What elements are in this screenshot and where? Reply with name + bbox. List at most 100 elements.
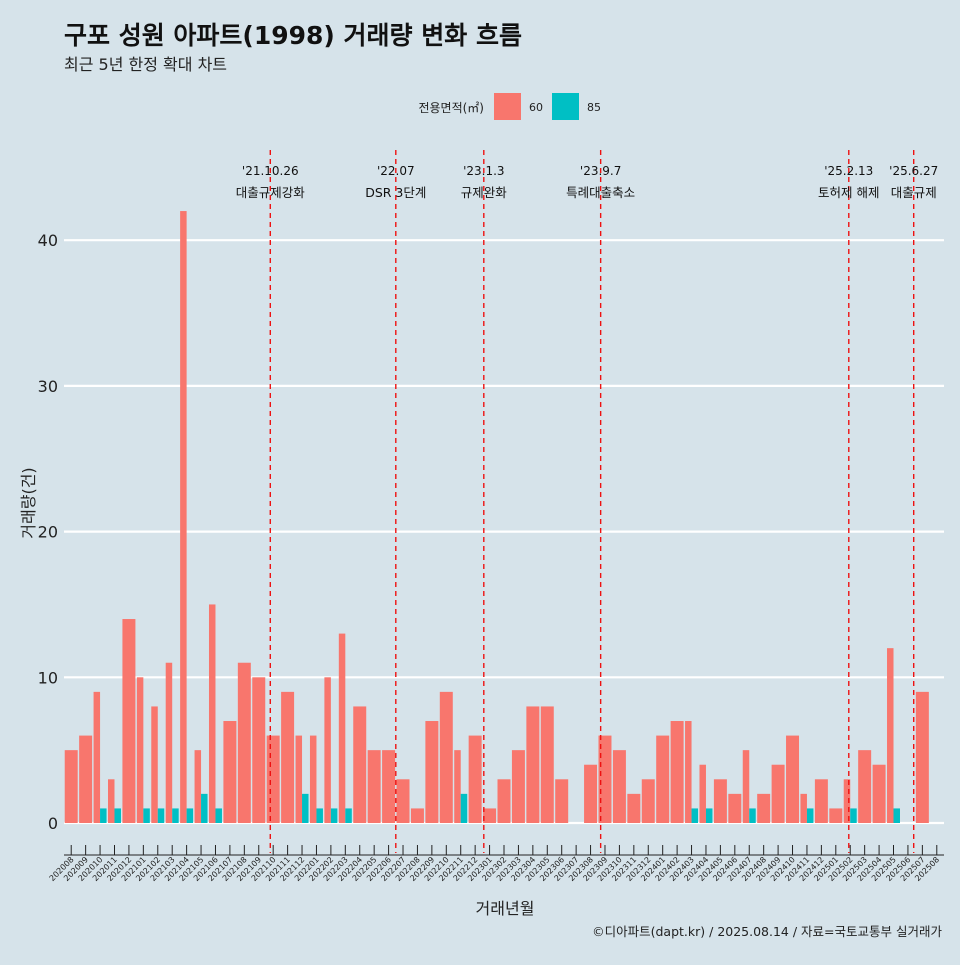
bar-60-202401 — [656, 735, 670, 823]
bar-60-202209 — [425, 721, 439, 823]
bar-60-202504 — [872, 764, 886, 823]
event-date-1: '22.07 — [377, 164, 415, 178]
bar-60-202010 — [93, 691, 101, 823]
bar-60-202206 — [382, 750, 396, 823]
bar-85-202505 — [893, 808, 900, 823]
legend-title: 전용면적(㎡) — [418, 101, 484, 115]
bar-60-202312 — [641, 779, 655, 823]
y-tick-label-30: 30 — [38, 377, 58, 396]
y-tick-label-0: 0 — [48, 814, 58, 833]
bar-60-202110 — [266, 735, 280, 823]
bar-60-202411 — [800, 793, 807, 823]
bar-60-202112 — [295, 735, 303, 823]
bar-60-202204 — [353, 706, 367, 823]
bar-60-202407 — [742, 750, 750, 823]
bar-85-202104 — [186, 808, 194, 823]
bars — [64, 211, 929, 823]
event-markers: '21.10.26 대출규제강화 '22.07 DSR 3단계 '23.1.3 규제완화 '… — [236, 150, 938, 853]
bar-85-202106 — [215, 808, 222, 823]
x-axis-title: 거래년월 — [476, 899, 535, 918]
bar-60-202211 — [454, 750, 461, 823]
bar-60-202202 — [324, 677, 331, 823]
bar-85-202105 — [201, 793, 208, 823]
bar-60-202309 — [598, 735, 612, 823]
bar-85-202411 — [806, 808, 814, 823]
bar-60-202304 — [526, 706, 540, 823]
event-date-2: '23.1.3 — [463, 164, 504, 178]
bar-60-202205 — [367, 750, 381, 823]
bar-60-202212 — [468, 735, 482, 823]
bar-85-202201 — [316, 808, 323, 823]
y-tick-label-20: 20 — [38, 523, 58, 542]
bar-60-202409 — [771, 764, 785, 823]
event-date-0: '21.10.26 — [242, 164, 299, 178]
bar-85-202211 — [460, 793, 468, 823]
bar-85-202502 — [850, 808, 857, 823]
event-label-3: 특례대출축소 — [566, 185, 635, 200]
bar-60-202104 — [180, 211, 187, 823]
bar-60-202410 — [786, 735, 800, 823]
bar-60-202106 — [208, 604, 216, 823]
legend-label-60: 60 — [529, 101, 543, 114]
bar-60-202507 — [915, 691, 929, 823]
event-label-4: 토허제 해제 — [818, 185, 879, 200]
bar-60-202306 — [555, 779, 569, 823]
bar-85-202010 — [100, 808, 107, 823]
bar-60-202310 — [612, 750, 626, 823]
bar-60-202109 — [252, 677, 266, 823]
y-axis-title: 거래량(건) — [19, 467, 38, 538]
bar-60-202107 — [223, 721, 237, 823]
bar-60-202301 — [483, 808, 497, 823]
chart-title: 구포 성원 아파트(1998) 거래량 변화 흐름 — [64, 21, 522, 50]
bar-60-202303 — [511, 750, 525, 823]
bar-60-202503 — [858, 750, 872, 823]
grid-lines — [64, 239, 944, 825]
bar-60-202101 — [136, 677, 144, 823]
chart-caption: ©디아파트(dapt.kr) / 2025.08.14 / 자료=국토교통부 실… — [592, 924, 942, 939]
bar-60-202208 — [410, 808, 424, 823]
bar-60-202403 — [685, 721, 692, 823]
x-axis: 2020082020092020102020112020122021012021… — [48, 845, 944, 883]
chart-subtitle: 최근 5년 한정 확대 차트 — [64, 55, 227, 74]
event-date-5: '25.6.27 — [889, 164, 938, 178]
legend-label-85: 85 — [587, 101, 601, 114]
bar-60-202207 — [396, 779, 410, 823]
event-label-2: 규제완화 — [461, 185, 508, 200]
legend: 전용면적(㎡) 60 85 — [418, 93, 601, 120]
legend-swatch-85 — [552, 93, 579, 120]
bar-60-202408 — [757, 793, 771, 823]
bar-60-202412 — [814, 779, 828, 823]
bar-60-202402 — [670, 721, 684, 823]
bar-60-202011 — [108, 779, 115, 823]
bar-60-202305 — [540, 706, 554, 823]
legend-swatch-60 — [494, 93, 521, 120]
bar-60-202102 — [151, 706, 158, 823]
bar-60-202008 — [64, 750, 78, 823]
bar-85-202103 — [172, 808, 179, 823]
bar-60-202105 — [194, 750, 202, 823]
event-label-0: 대출규제강화 — [236, 185, 306, 200]
bar-60-202302 — [497, 779, 511, 823]
bar-60-202210 — [439, 691, 453, 823]
bar-85-202202 — [330, 808, 338, 823]
bar-60-202404 — [699, 764, 706, 823]
bar-60-202308 — [584, 764, 598, 823]
bar-60-202108 — [237, 662, 251, 823]
event-date-3: '23.9.7 — [580, 164, 621, 178]
bar-60-202201 — [309, 735, 317, 823]
bar-60-202111 — [281, 691, 295, 823]
bar-60-202505 — [887, 648, 894, 823]
event-label-5: 대출규제 — [891, 185, 937, 200]
bar-60-202501 — [829, 808, 843, 823]
bar-85-202101 — [143, 808, 150, 823]
bar-85-202011 — [114, 808, 121, 823]
y-tick-label-40: 40 — [38, 231, 58, 250]
bar-85-202102 — [157, 808, 165, 823]
bar-85-202203 — [345, 808, 352, 823]
y-tick-label-10: 10 — [38, 668, 58, 687]
bar-60-202405 — [713, 779, 727, 823]
bar-60-202203 — [338, 633, 346, 823]
bar-85-202404 — [705, 808, 713, 823]
